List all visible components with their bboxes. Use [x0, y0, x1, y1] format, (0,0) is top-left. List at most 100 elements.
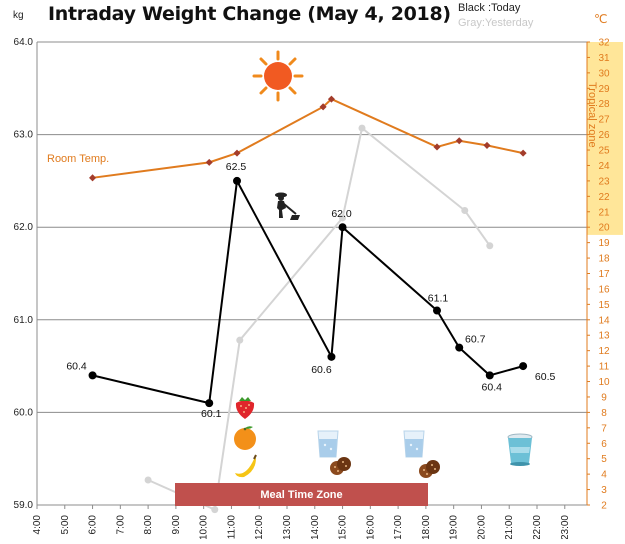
room-temp-point [327, 95, 335, 103]
y-right-tick-label: 22 [598, 192, 610, 203]
x-tick-label: 15:00 [338, 515, 349, 539]
y-left-tick-label: 62.0 [14, 222, 34, 233]
room-temp-point [433, 143, 441, 151]
today-point [338, 223, 347, 232]
right-axis-unit: ℃ [594, 12, 608, 26]
y-right-tick-label: 6 [601, 439, 607, 450]
room-temp-point [455, 137, 463, 145]
y-right-tick-label: 3 [601, 485, 607, 496]
x-tick-label: 19:00 [449, 515, 460, 539]
x-tick-label: 7:00 [115, 515, 126, 535]
legend-yesterday: Gray:Yesterday [458, 17, 534, 29]
y-right-tick-label: 25 [598, 146, 610, 157]
room-temp-point [205, 158, 213, 166]
yogurt-cup-icon [507, 433, 533, 466]
orange-icon [234, 426, 256, 450]
room-temp-point [319, 103, 327, 111]
cookies-icon [330, 457, 351, 475]
today-data-label: 60.5 [535, 371, 556, 383]
yesterday-point [236, 336, 244, 344]
y-right-tick-label: 10 [598, 377, 610, 388]
x-tick-label: 4:00 [32, 515, 43, 535]
today-data-label: 62.5 [226, 161, 247, 173]
y-right-tick-label: 15 [598, 300, 610, 311]
strawberry-icon [235, 397, 255, 419]
today-data-label: 60.4 [66, 360, 87, 372]
y-right-tick-label: 29 [598, 84, 610, 95]
today-point [327, 352, 336, 361]
worker-icon [275, 192, 300, 220]
room-temp-point [519, 149, 527, 157]
room-temp-point [89, 174, 97, 182]
chart-title: Intraday Weight Change (May 4, 2018) [48, 3, 451, 25]
room-temp-point [233, 149, 241, 157]
x-tick-label: 13:00 [282, 515, 293, 539]
x-tick-label: 18:00 [421, 515, 432, 539]
y-right-tick-label: 32 [598, 38, 610, 49]
y-right-tick-label: 23 [598, 176, 610, 187]
y-right-tick-label: 5 [601, 454, 607, 465]
x-tick-label: 23:00 [560, 515, 571, 539]
y-right-tick-label: 26 [598, 130, 610, 141]
y-right-tick-label: 9 [601, 392, 607, 403]
x-tick-label: 12:00 [254, 515, 265, 539]
y-right-tick-label: 30 [598, 68, 610, 79]
left-axis-unit: kg [13, 10, 24, 21]
today-data-label: 60.6 [311, 364, 332, 376]
x-tick-label: 11:00 [226, 515, 237, 539]
y-left-tick-label: 63.0 [14, 130, 34, 141]
y-right-tick-label: 14 [598, 315, 610, 326]
banana-icon [235, 454, 257, 478]
y-right-tick-label: 2 [601, 501, 607, 512]
sun-icon [252, 50, 304, 102]
y-left-tick-label: 61.0 [14, 315, 34, 326]
y-right-tick-label: 27 [598, 115, 610, 126]
today-point [205, 399, 214, 408]
y-right-tick-label: 31 [598, 53, 610, 64]
y-right-tick-label: 19 [598, 238, 610, 249]
x-tick-label: 16:00 [365, 515, 376, 539]
x-tick-label: 20:00 [476, 515, 487, 539]
x-tick-label: 14:00 [310, 515, 321, 539]
y-left-tick-label: 59.0 [14, 500, 34, 511]
legend-today: Black :Today [458, 2, 521, 14]
today-data-label: 61.1 [428, 293, 449, 305]
y-right-tick-label: 12 [598, 346, 610, 357]
yesterday-point [461, 207, 469, 215]
y-right-tick-label: 13 [598, 331, 610, 342]
y-right-tick-label: 7 [601, 423, 607, 434]
today-point [485, 371, 494, 380]
x-tick-label: 21:00 [504, 515, 515, 539]
x-tick-label: 9:00 [171, 515, 182, 535]
y-left-tick-label: 64.0 [14, 37, 34, 48]
y-right-tick-label: 20 [598, 223, 610, 234]
tropical-zone-label: Tropical zone [586, 82, 598, 148]
meal-time-zone: Meal Time Zone [175, 483, 428, 506]
x-tick-label: 10:00 [199, 515, 210, 539]
cookies-icon [419, 460, 440, 478]
x-tick-label: 8:00 [143, 515, 154, 535]
y-right-tick-label: 18 [598, 254, 610, 265]
x-tick-label: 17:00 [393, 515, 404, 539]
tropical-zone-band [587, 42, 623, 235]
today-data-label: 62.0 [331, 208, 352, 220]
y-right-tick-label: 4 [601, 470, 607, 481]
y-right-tick-label: 24 [598, 161, 610, 172]
room-temp-label: Room Temp. [47, 153, 110, 165]
water-glass-icon [317, 430, 339, 458]
today-point [519, 362, 528, 371]
today-data-label: 60.1 [201, 408, 222, 420]
yesterday-point [211, 506, 219, 514]
x-tick-label: 5:00 [60, 515, 71, 535]
water-glass-icon [403, 430, 425, 458]
yesterday-point [358, 124, 366, 132]
y-right-tick-label: 11 [599, 362, 610, 373]
y-left-tick-label: 60.0 [14, 407, 34, 418]
today-point [433, 306, 441, 315]
yesterday-point [339, 214, 347, 222]
today-data-label: 60.7 [465, 334, 486, 346]
x-tick-label: 22:00 [532, 515, 543, 539]
yesterday-point [486, 242, 494, 250]
